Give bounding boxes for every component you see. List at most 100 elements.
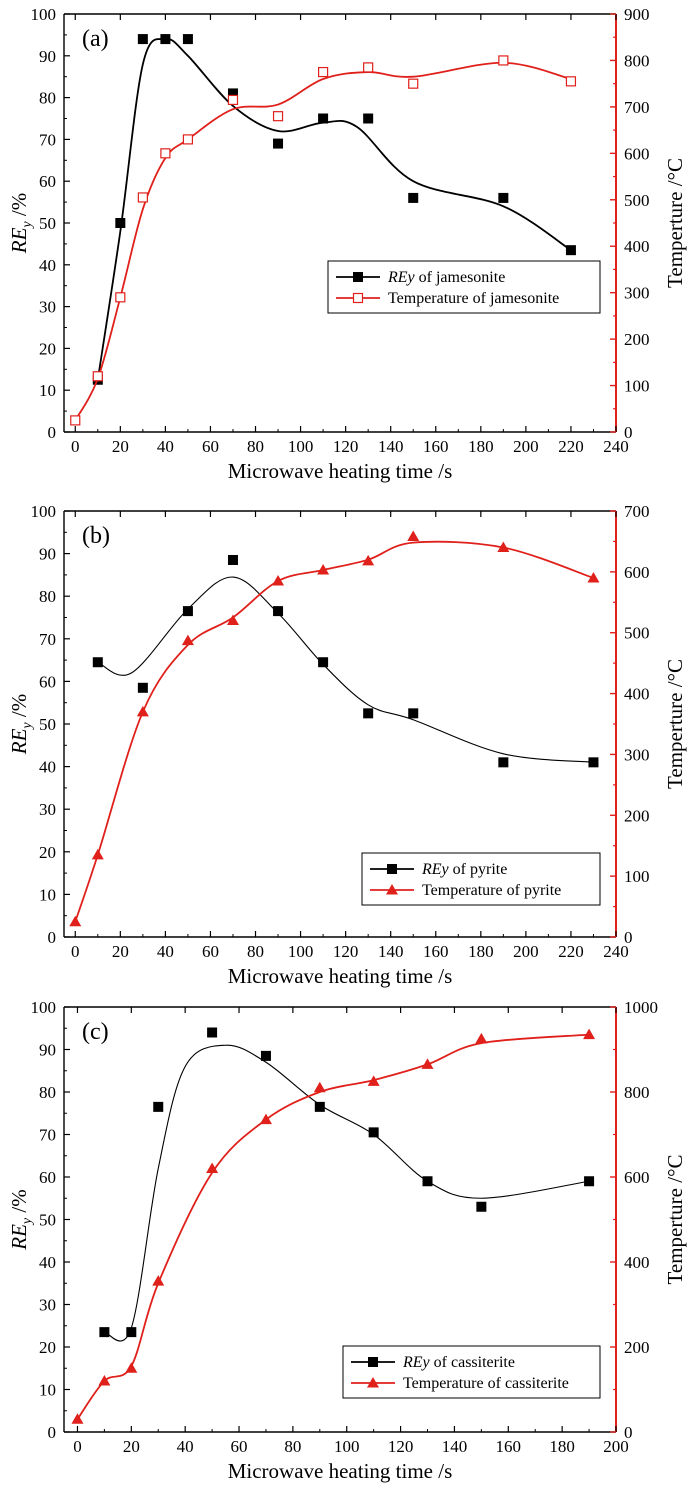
y-right-tick-label: 800 — [624, 1083, 650, 1102]
x-tick-label: 160 — [423, 437, 449, 456]
data-point — [115, 292, 126, 303]
data-point — [273, 606, 284, 617]
y-right-tick-label: 1000 — [624, 998, 658, 1017]
legend-item: Temperature of cassiterite — [351, 1375, 569, 1392]
y-left-tick-label: 40 — [39, 1253, 56, 1272]
data-point — [115, 218, 126, 228]
data-point — [422, 1176, 433, 1187]
y-left-tick-label: 100 — [31, 998, 57, 1017]
data-point — [273, 138, 284, 149]
data-point — [272, 574, 285, 586]
y-right-tick-label: 400 — [624, 237, 650, 256]
y-axis-right-title: Temperture /°C — [663, 158, 687, 288]
data-point — [92, 657, 103, 668]
data-point — [583, 1028, 596, 1040]
data-point — [99, 1327, 110, 1338]
x-tick-label: 60 — [202, 437, 219, 456]
y-axis-left-title: REy /% — [7, 193, 35, 254]
x-tick-label: 20 — [112, 437, 129, 456]
data-point — [367, 1075, 380, 1086]
legend-item: Temperature of pyrite — [370, 882, 561, 899]
data-point — [368, 1127, 379, 1138]
x-tick-label: 60 — [231, 1437, 248, 1456]
x-tick-label: 180 — [468, 437, 494, 456]
y-left-title-main: RE — [7, 728, 31, 755]
data-point — [421, 1058, 434, 1069]
data-point — [226, 614, 239, 626]
y-left-tick-label: 20 — [39, 339, 56, 358]
series-2 — [69, 530, 600, 927]
x-tick-label: 240 — [603, 437, 629, 456]
data-point — [408, 192, 419, 203]
legend-label-italic: REy — [421, 861, 450, 878]
x-tick-label: 80 — [284, 1437, 301, 1456]
legend-marker — [387, 864, 397, 874]
x-tick-label: 120 — [333, 942, 359, 961]
y-left-tick-label: 40 — [39, 758, 56, 777]
y-left-tick-label: 70 — [39, 130, 56, 149]
legend-marker — [368, 1357, 378, 1367]
data-point — [152, 1275, 165, 1286]
legend-marker — [352, 292, 364, 304]
legend-item: REy of jamesonite — [336, 269, 505, 286]
data-point — [182, 134, 194, 145]
y-right-tick-label: 500 — [624, 191, 650, 210]
y-axis-right-title: Temperture /°C — [663, 659, 687, 789]
y-left-title-main: RE — [7, 1224, 31, 1251]
chart-panel-3: 0 20 40 60 80 100 120 140 160 180 2000102030405060… — [7, 998, 687, 1483]
legend-label: Temperature of jamesonite — [388, 290, 559, 307]
legend-label: REy of pyrite — [421, 861, 507, 878]
data-point — [314, 1101, 325, 1112]
x-tick-label: 120 — [388, 1437, 414, 1456]
series-2 — [70, 55, 577, 426]
y-left-title-sub: y — [20, 722, 35, 731]
x-tick-label: 140 — [442, 1437, 468, 1456]
y-left-tick-label: 60 — [39, 672, 56, 691]
x-tick-label: 100 — [334, 1437, 360, 1456]
y-right-tick-label: 600 — [624, 563, 650, 582]
y-left-title-main: RE — [7, 227, 31, 254]
legend-label-text: of jamesonite — [415, 269, 506, 286]
data-point — [207, 1027, 218, 1038]
panel-label: (b) — [82, 523, 110, 549]
y-left-tick-label: 10 — [39, 885, 56, 904]
y-right-tick-label: 400 — [624, 685, 650, 704]
y-left-tick-label: 30 — [39, 298, 56, 317]
data-point — [317, 564, 330, 575]
y-right-tick-label: 100 — [624, 867, 650, 886]
legend-label: REy of jamesonite — [387, 269, 505, 286]
data-point — [407, 530, 420, 542]
series-1 — [99, 1027, 595, 1342]
y-left-tick-label: 80 — [39, 1083, 56, 1102]
x-tick-label: 120 — [333, 437, 359, 456]
series-line — [74, 540, 594, 923]
y-left-tick-label: 90 — [39, 47, 56, 66]
y-left-tick-label: 0 — [48, 928, 57, 947]
data-point — [318, 113, 329, 124]
x-tick-label: 100 — [288, 942, 314, 961]
x-tick-label: 180 — [549, 1437, 575, 1456]
legend-label-text: of pyrite — [449, 861, 508, 878]
data-point — [318, 657, 329, 668]
data-point — [587, 571, 600, 583]
y-left-tick-label: 100 — [31, 502, 57, 521]
data-point — [137, 34, 148, 45]
data-point — [160, 34, 171, 45]
data-point — [476, 1201, 487, 1212]
data-point — [475, 1032, 488, 1044]
x-tick-label: 80 — [247, 437, 264, 456]
legend-box — [327, 260, 601, 314]
data-point — [206, 1162, 219, 1173]
y-right-tick-label: 0 — [624, 1423, 633, 1442]
x-tick-label: 40 — [157, 437, 174, 456]
legend-label-italic: REy — [402, 1354, 431, 1371]
series-line — [97, 576, 594, 763]
data-point — [160, 148, 171, 159]
x-tick-label: 220 — [558, 437, 584, 456]
data-point — [497, 541, 510, 553]
data-point — [69, 915, 82, 927]
x-tick-label: 20 — [112, 942, 129, 961]
y-left-title-unit: /% — [7, 694, 31, 723]
y-right-tick-label: 600 — [624, 144, 650, 163]
